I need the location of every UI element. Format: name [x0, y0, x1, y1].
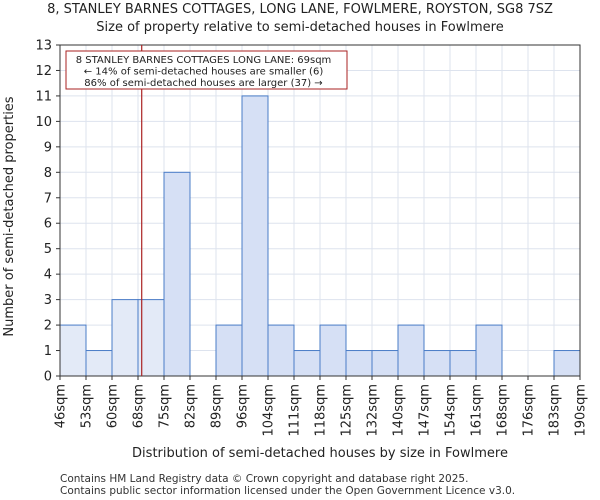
histogram-bar	[241, 95, 269, 377]
y-tick-label: 7	[44, 191, 52, 206]
x-tick-label: 89sqm	[210, 384, 225, 428]
y-tick-label: 12	[35, 64, 52, 79]
histogram-bar	[137, 299, 165, 377]
histogram-bar	[163, 171, 191, 377]
histogram-bar	[397, 324, 425, 377]
x-tick-label: 168sqm	[496, 384, 511, 437]
x-tick-label: 60sqm	[106, 384, 121, 428]
y-tick-label: 5	[44, 242, 52, 257]
y-tick-label: 13	[35, 39, 52, 54]
histogram-bar	[345, 350, 373, 377]
x-tick-label: 46sqm	[54, 384, 69, 428]
annotation-line: ← 14% of semi-detached houses are smalle…	[84, 67, 324, 78]
x-tick-label: 176sqm	[522, 384, 537, 437]
y-tick-label: 6	[44, 217, 52, 232]
y-tick-label: 2	[44, 319, 52, 334]
histogram-bar	[423, 350, 451, 377]
y-axis-label: Number of semi-detached properties	[2, 96, 17, 336]
histogram-bar	[553, 350, 581, 377]
x-tick-label: 154sqm	[444, 384, 459, 437]
y-tick-label: 9	[44, 140, 52, 155]
y-tick-label: 10	[35, 115, 52, 130]
annotation-line: 86% of semi-detached houses are larger (…	[84, 78, 322, 89]
footer-licence: Contains public sector information licen…	[60, 485, 516, 497]
chart-title: 8, STANLEY BARNES COTTAGES, LONG LANE, F…	[47, 2, 553, 17]
histogram-bar	[215, 324, 243, 377]
x-tick-label: 132sqm	[366, 384, 381, 437]
y-tick-label: 3	[44, 293, 52, 308]
histogram-bar	[319, 324, 347, 377]
x-tick-label: 140sqm	[392, 384, 407, 437]
histogram-bar	[371, 350, 399, 377]
footer-copyright: Contains HM Land Registry data © Crown c…	[60, 473, 469, 485]
x-tick-label: 96sqm	[236, 384, 251, 428]
x-tick-label: 190sqm	[574, 384, 589, 437]
histogram-bar	[293, 350, 321, 377]
x-tick-label: 147sqm	[418, 384, 433, 437]
y-tick-label: 8	[44, 166, 52, 181]
y-tick-label: 11	[35, 89, 52, 104]
x-tick-label: 68sqm	[132, 384, 147, 428]
x-tick-label: 161sqm	[470, 384, 485, 437]
x-tick-label: 125sqm	[340, 384, 355, 437]
annotation-line: 8 STANLEY BARNES COTTAGES LONG LANE: 69s…	[76, 55, 332, 66]
x-tick-label: 104sqm	[262, 384, 277, 437]
x-tick-label: 75sqm	[158, 384, 173, 428]
x-tick-label: 82sqm	[184, 384, 199, 428]
y-tick-label: 0	[44, 370, 52, 385]
histogram-bar	[85, 350, 113, 377]
histogram-bar	[475, 324, 503, 377]
x-tick-label: 118sqm	[314, 384, 329, 437]
y-tick-label: 4	[44, 268, 52, 283]
histogram-bar	[449, 350, 477, 377]
chart-subtitle: Size of property relative to semi-detach…	[96, 20, 504, 35]
x-tick-label: 111sqm	[288, 384, 303, 437]
x-tick-label: 53sqm	[80, 384, 95, 428]
y-tick-label: 1	[44, 344, 52, 359]
histogram-bar	[267, 324, 295, 377]
annotation-box	[65, 50, 348, 90]
histogram-bar	[59, 324, 87, 377]
x-axis-label: Distribution of semi-detached houses by …	[132, 446, 508, 461]
histogram-bar	[111, 299, 139, 377]
x-tick-label: 183sqm	[548, 384, 563, 437]
